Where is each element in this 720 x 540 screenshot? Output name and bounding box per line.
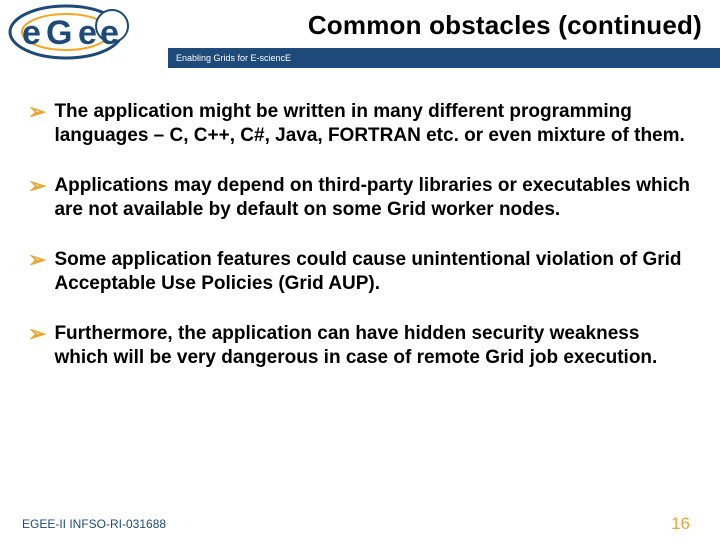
svg-text:e: e xyxy=(78,14,97,52)
bullet-item: ➢ Some application features could cause … xyxy=(28,248,692,296)
egee-logo: e G e e xyxy=(8,2,168,64)
bullet-text: Applications may depend on third-party l… xyxy=(54,174,692,222)
title-area: Common obstacles (continued) Enabling Gr… xyxy=(168,0,720,68)
arrow-icon: ➢ xyxy=(28,248,46,272)
bullet-item: ➢ Applications may depend on third-party… xyxy=(28,174,692,222)
arrow-icon: ➢ xyxy=(28,174,46,198)
bullet-item: ➢ The application might be written in ma… xyxy=(28,100,692,148)
bullet-item: ➢ Furthermore, the application can have … xyxy=(28,322,692,370)
arrow-icon: ➢ xyxy=(28,322,46,346)
footer-reference: EGEE-II INFSO-RI-031688 xyxy=(22,517,166,531)
slide-title: Common obstacles (continued) xyxy=(168,0,720,41)
header-subtitle: Enabling Grids for E-sciencE xyxy=(176,53,291,63)
slide-content: ➢ The application might be written in ma… xyxy=(28,100,692,396)
arrow-icon: ➢ xyxy=(28,100,46,124)
slide-footer: EGEE-II INFSO-RI-031688 16 xyxy=(0,514,720,540)
slide-number: 16 xyxy=(671,514,690,534)
slide-header: e G e e Common obstacles (continued) Ena… xyxy=(0,0,720,68)
bullet-text: Some application features could cause un… xyxy=(54,248,692,296)
svg-text:G: G xyxy=(46,14,72,52)
svg-text:e: e xyxy=(22,14,41,52)
header-blue-bar: Enabling Grids for E-sciencE xyxy=(168,48,720,68)
bullet-text: Furthermore, the application can have hi… xyxy=(54,322,692,370)
svg-text:e: e xyxy=(100,14,119,52)
bullet-text: The application might be written in many… xyxy=(54,100,692,148)
